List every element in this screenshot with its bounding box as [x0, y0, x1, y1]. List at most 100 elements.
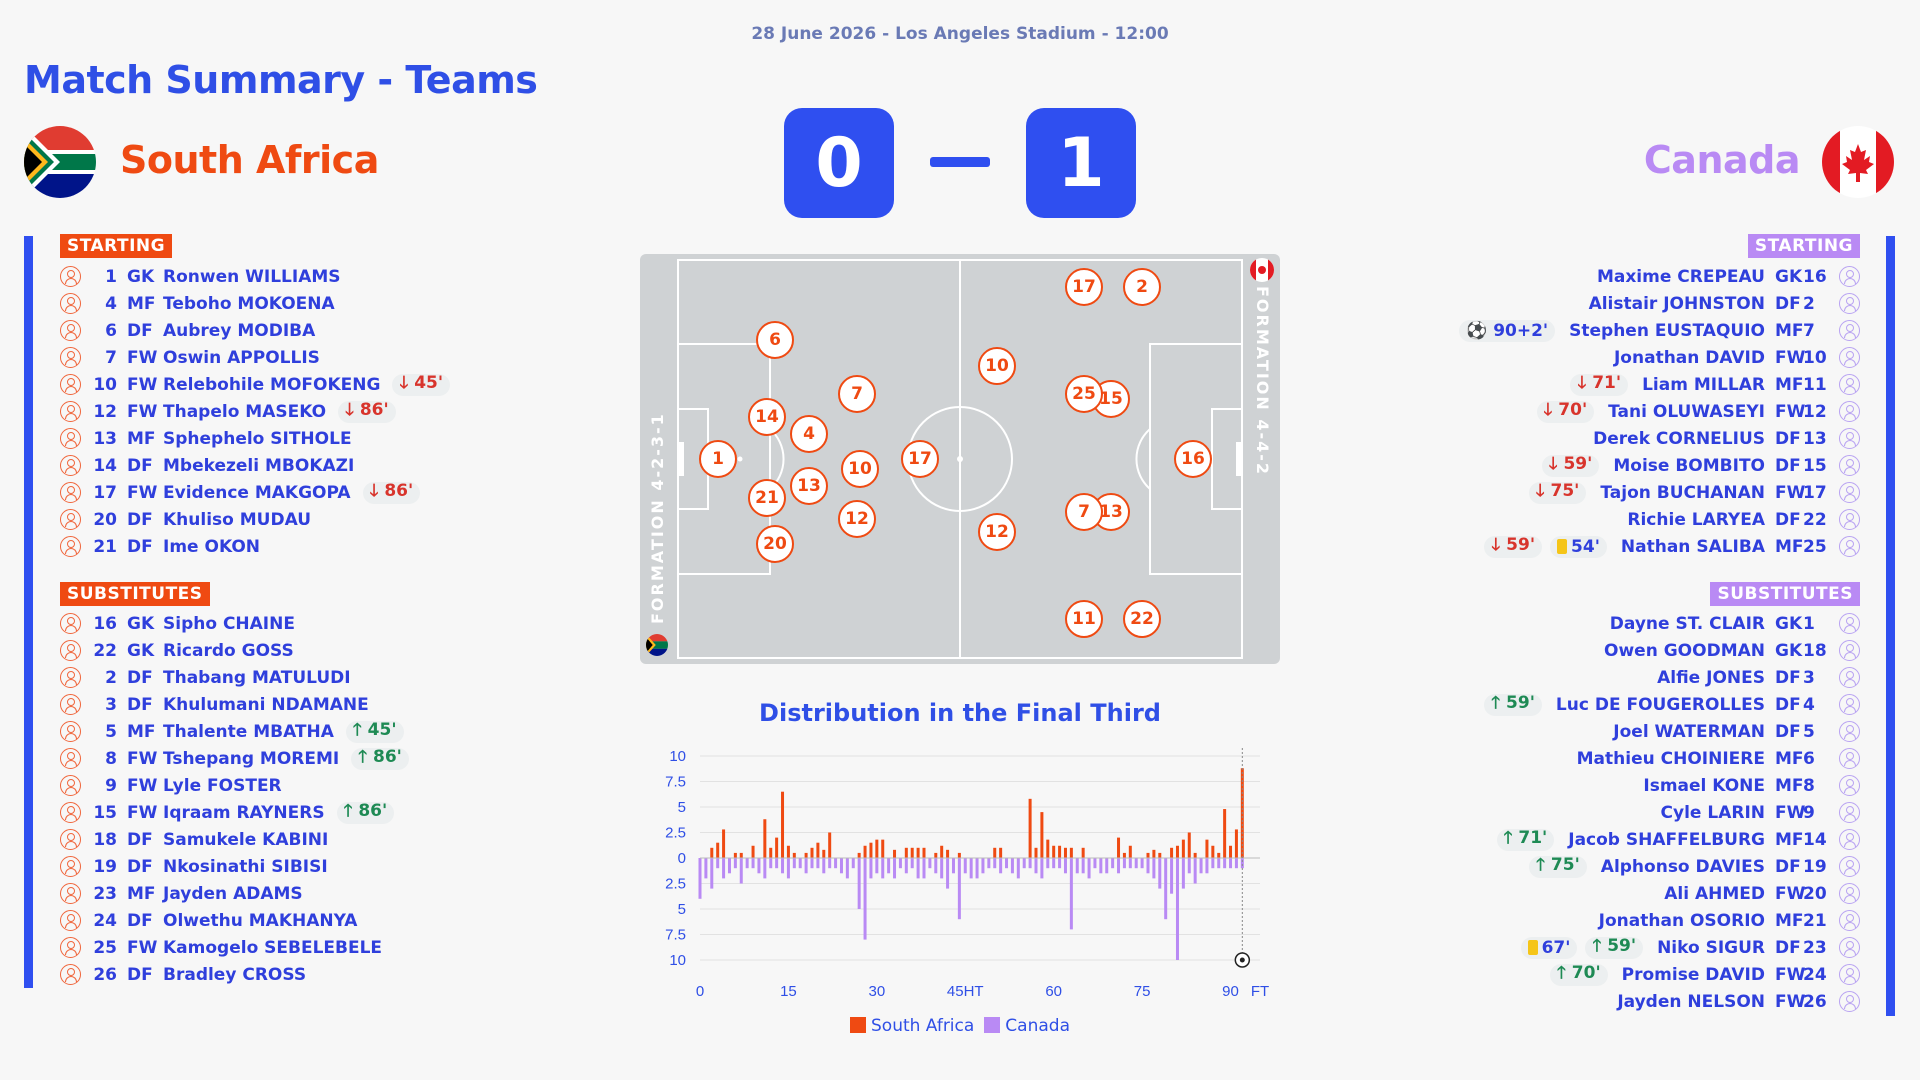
player-row[interactable]: Joel WATERMAN DF 5: [1480, 718, 1860, 745]
player-row[interactable]: 26 DF Bradley CROSS: [60, 961, 413, 988]
player-row[interactable]: Jonathan DAVID FW 10: [1455, 344, 1860, 371]
away-bar: [822, 858, 826, 874]
player-row[interactable]: 17 FW Evidence MAKGOPA 🡓 86': [60, 479, 454, 506]
player-row[interactable]: 13 MF Sphephelo SITHOLE: [60, 425, 454, 452]
away-player-marker[interactable]: 7: [1065, 493, 1103, 531]
home-bar: [1187, 832, 1191, 858]
player-row[interactable]: Mathieu CHOINIERE MF 6: [1480, 745, 1860, 772]
player-row[interactable]: 🡓 70' Tani OLUWASEYI FW 12: [1455, 398, 1860, 425]
away-player-marker[interactable]: 22: [1123, 600, 1161, 638]
player-row[interactable]: Alistair JOHNSTON DF 2: [1455, 290, 1860, 317]
away-player-marker[interactable]: 11: [1065, 600, 1103, 638]
away-player-marker[interactable]: 25: [1065, 375, 1103, 413]
away-player-marker[interactable]: 16: [1174, 440, 1212, 478]
player-row[interactable]: 🡑 70' Promise DAVID FW 24: [1480, 961, 1860, 988]
away-bar: [733, 858, 737, 869]
player-row[interactable]: Owen GOODMAN GK 18: [1480, 637, 1860, 664]
player-row[interactable]: Ismael KONE MF 8: [1480, 772, 1860, 799]
home-player-marker[interactable]: 13: [790, 467, 828, 505]
player-position: MF: [1775, 775, 1804, 796]
player-row[interactable]: 7 FW Oswin APPOLLIS: [60, 344, 454, 371]
off-event-badge: 🡓 75': [1528, 481, 1587, 504]
player-row[interactable]: 4 MF Teboho MOKOENA: [60, 290, 454, 317]
player-name: Nathan SALIBA: [1620, 536, 1765, 557]
home-player-marker[interactable]: 20: [756, 525, 794, 563]
player-row[interactable]: 9 FW Lyle FOSTER: [60, 772, 413, 799]
player-row[interactable]: 16 GK Sipho CHAINE: [60, 610, 413, 637]
player-row[interactable]: 14 DF Mbekezeli MBOKAZI: [60, 452, 454, 479]
player-number: 4: [105, 293, 117, 314]
player-number: 14: [1803, 829, 1827, 850]
away-bar: [898, 858, 902, 869]
chart-legend: South Africa Canada: [850, 1016, 1070, 1036]
player-row[interactable]: 25 FW Kamogelo SEBELEBELE: [60, 934, 413, 961]
player-row[interactable]: ⚽ 90+2' Stephen EUSTAQUIO MF 7: [1455, 317, 1860, 344]
home-player-marker[interactable]: 7: [838, 375, 876, 413]
home-player-marker[interactable]: 10: [841, 450, 879, 488]
player-row[interactable]: 2 DF Thabang MATULUDI: [60, 664, 413, 691]
player-row[interactable]: 15 FW Iqraam RAYNERS 🡑 86': [60, 799, 413, 826]
player-row[interactable]: 22 GK Ricardo GOSS: [60, 637, 413, 664]
player-row[interactable]: 12 FW Thapelo MASEKO 🡓 86': [60, 398, 454, 425]
away-player-marker[interactable]: 12: [978, 513, 1016, 551]
player-name: Teboho MOKOENA: [163, 293, 335, 314]
player-row[interactable]: 🡓 71' Liam MILLAR MF 11: [1455, 371, 1860, 398]
player-name: Jonathan OSORIO: [1598, 910, 1765, 931]
player-row[interactable]: 21 DF Ime OKON: [60, 533, 454, 560]
player-row[interactable]: Alfie JONES DF 3: [1480, 664, 1860, 691]
player-row[interactable]: Jonathan OSORIO MF 21: [1480, 907, 1860, 934]
away-player-marker[interactable]: 10: [978, 347, 1016, 385]
away-player-marker[interactable]: 2: [1123, 268, 1161, 306]
player-row[interactable]: Jayden NELSON FW 26: [1480, 988, 1860, 1015]
player-row[interactable]: 67' 🡑 59' Niko SIGUR DF 23: [1480, 934, 1860, 961]
away-player-marker[interactable]: 17: [1065, 268, 1103, 306]
player-position: MF: [127, 428, 156, 449]
player-row[interactable]: 24 DF Olwethu MAKHANYA: [60, 907, 413, 934]
player-row[interactable]: Derek CORNELIUS DF 13: [1455, 425, 1860, 452]
home-player-marker[interactable]: 4: [790, 415, 828, 453]
player-row[interactable]: Cyle LARIN FW 9: [1480, 799, 1860, 826]
player-number: 3: [105, 694, 117, 715]
player-row[interactable]: 10 FW Relebohile MOFOKENG 🡓 45': [60, 371, 454, 398]
player-row[interactable]: 3 DF Khulumani NDAMANE: [60, 691, 413, 718]
home-player-marker[interactable]: 6: [756, 321, 794, 359]
home-bar: [786, 845, 790, 858]
player-row[interactable]: 🡑 75' Alphonso DAVIES DF 19: [1480, 853, 1860, 880]
player-row[interactable]: 🡑 59' Luc DE FOUGEROLLES DF 4: [1480, 691, 1860, 718]
player-row[interactable]: 5 MF Thalente MBATHA 🡑 45': [60, 718, 413, 745]
player-row[interactable]: 19 DF Nkosinathi SIBISI: [60, 853, 413, 880]
player-icon: [1839, 991, 1860, 1012]
player-row[interactable]: 🡓 59' 54' Nathan SALIBA MF 25: [1455, 533, 1860, 560]
home-player-marker[interactable]: 14: [748, 398, 786, 436]
player-icon: [1839, 937, 1860, 958]
player-row[interactable]: 🡓 59' Moise BOMBITO DF 15: [1455, 452, 1860, 479]
home-bar: [1040, 812, 1044, 858]
away-bar: [727, 858, 731, 874]
player-row[interactable]: 18 DF Samukele KABINI: [60, 826, 413, 853]
player-row[interactable]: Dayne ST. CLAIR GK 1: [1480, 610, 1860, 637]
player-position: DF: [1775, 694, 1801, 715]
player-name: Khuliso MUDAU: [163, 509, 312, 530]
player-row[interactable]: 6 DF Aubrey MODIBA: [60, 317, 454, 344]
player-row[interactable]: 20 DF Khuliso MUDAU: [60, 506, 454, 533]
player-row[interactable]: 8 FW Tshepang MOREMI 🡑 86': [60, 745, 413, 772]
away-bar: [1075, 858, 1079, 874]
player-row[interactable]: Richie LARYEA DF 22: [1455, 506, 1860, 533]
player-number: 7: [105, 347, 117, 368]
home-player-marker[interactable]: 12: [838, 500, 876, 538]
player-row[interactable]: 23 MF Jayden ADAMS: [60, 880, 413, 907]
player-row[interactable]: Maxime CREPEAU GK 16: [1455, 263, 1860, 290]
away-bar: [1240, 858, 1244, 869]
player-position: DF: [127, 856, 153, 877]
away-bar: [916, 858, 920, 879]
away-bar: [893, 858, 897, 879]
player-row[interactable]: 1 GK Ronwen WILLIAMS: [60, 263, 454, 290]
home-player-marker[interactable]: 1: [699, 440, 737, 478]
south-africa-flag-icon: [24, 126, 96, 198]
home-player-marker[interactable]: 21: [748, 479, 786, 517]
player-number: 16: [1803, 266, 1827, 287]
player-row[interactable]: 🡓 75' Tajon BUCHANAN FW 17: [1455, 479, 1860, 506]
player-row[interactable]: 🡑 71' Jacob SHAFFELBURG MF 14: [1480, 826, 1860, 853]
player-row[interactable]: Ali AHMED FW 20: [1480, 880, 1860, 907]
home-player-marker[interactable]: 17: [901, 440, 939, 478]
